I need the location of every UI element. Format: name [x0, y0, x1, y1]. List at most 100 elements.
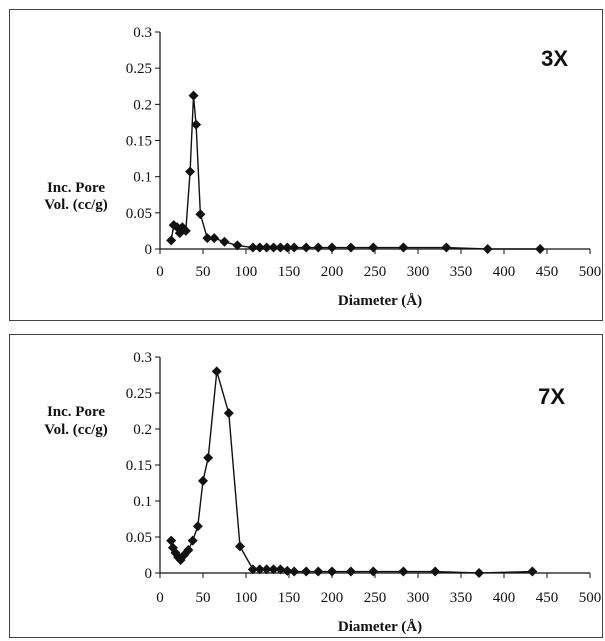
- data-point: [203, 452, 214, 463]
- x-axis-label: Diameter (Å): [338, 293, 422, 309]
- data-point: [166, 535, 177, 546]
- x-tick-label: 100: [235, 264, 258, 280]
- x-tick-label: 200: [321, 590, 344, 606]
- data-point: [441, 242, 452, 253]
- x-tick-label: 300: [407, 264, 430, 280]
- x-tick-label: 0: [156, 590, 164, 606]
- data-point: [223, 408, 234, 419]
- data-point: [313, 566, 324, 577]
- data-point: [209, 233, 220, 244]
- data-point: [254, 564, 265, 575]
- x-tick-label: 100: [235, 590, 258, 606]
- x-tick-label: 400: [493, 264, 516, 280]
- data-point: [327, 566, 337, 577]
- y-tick-label: 0: [145, 242, 153, 258]
- data-point: [527, 566, 538, 577]
- y-axis-label-line1: Inc. Pore: [47, 404, 105, 420]
- chart-panel-7x: [9, 334, 603, 638]
- y-axis-label-line2: Vol. (cc/g): [44, 197, 108, 213]
- data-point: [482, 244, 493, 254]
- data-point: [430, 566, 441, 577]
- chart-panel-3x: [9, 9, 603, 321]
- data-point: [345, 242, 356, 253]
- x-tick-label: 450: [536, 264, 559, 280]
- data-point: [202, 233, 213, 244]
- x-tick-label: 200: [321, 264, 344, 280]
- data-point: [282, 565, 293, 576]
- x-tick-label: 250: [364, 590, 387, 606]
- data-point: [219, 236, 230, 247]
- data-point: [180, 225, 191, 236]
- data-point: [187, 535, 198, 546]
- data-point: [275, 242, 286, 253]
- data-point: [198, 475, 208, 486]
- x-tick-label: 500: [579, 590, 602, 606]
- data-point: [275, 564, 286, 575]
- x-tick-label: 250: [364, 264, 387, 280]
- y-tick-label: 0.25: [126, 386, 152, 402]
- x-tick-label: 150: [278, 264, 301, 280]
- x-tick-label: 350: [450, 590, 473, 606]
- y-axis-label-line2: Vol. (cc/g): [44, 422, 108, 438]
- y-tick-label: 0.1: [133, 494, 152, 510]
- data-point: [268, 564, 279, 575]
- data-point: [535, 244, 546, 254]
- y-tick-label: 0.3: [133, 350, 152, 366]
- data-point: [191, 119, 202, 130]
- data-point: [192, 521, 203, 532]
- series-line: [170, 95, 541, 250]
- data-point: [232, 240, 243, 251]
- data-point: [188, 90, 199, 101]
- data-point: [247, 564, 258, 575]
- data-point: [234, 541, 245, 552]
- data-point: [368, 242, 379, 253]
- data-point: [289, 566, 300, 577]
- series-line: [170, 371, 533, 574]
- data-point: [166, 235, 177, 246]
- x-tick-label: 450: [536, 590, 559, 606]
- x-tick-label: 50: [196, 590, 211, 606]
- data-point: [301, 566, 312, 577]
- data-point: [268, 242, 279, 253]
- y-tick-label: 0.05: [126, 206, 152, 222]
- sample-label: 3X: [541, 46, 568, 71]
- y-tick-label: 0.15: [126, 458, 152, 474]
- chart-7x: 0 0.05 0.1 0.15 0.2 0.25 0.3 0 50 100 150 200 250 300…: [44, 350, 601, 635]
- data-point: [195, 209, 206, 220]
- y-axis-label-line1: Inc. Pore: [47, 180, 105, 196]
- data-point: [313, 242, 324, 253]
- x-tick-label: 300: [407, 590, 430, 606]
- chart-3x: 0 0.05 0.1 0.15 0.2 0.25 0.3 0 50 100 150 200 250 300…: [44, 25, 601, 309]
- data-point: [211, 366, 222, 377]
- y-tick-label: 0.2: [133, 422, 152, 438]
- data-point: [282, 242, 293, 253]
- data-point: [185, 166, 196, 177]
- x-tick-label: 0: [156, 264, 164, 280]
- data-point: [254, 242, 265, 253]
- y-tick-label: 0.25: [126, 61, 152, 77]
- data-point: [327, 242, 337, 253]
- y-tick-label: 0: [145, 566, 153, 582]
- data-point: [474, 568, 485, 578]
- data-point: [398, 566, 409, 577]
- y-tick-label: 0.1: [133, 170, 152, 186]
- data-point: [247, 242, 258, 253]
- x-axis-label: Diameter (Å): [338, 619, 422, 635]
- data-point: [183, 544, 194, 555]
- x-tick-label: 150: [278, 590, 301, 606]
- data-point: [289, 242, 300, 253]
- x-tick-label: 500: [579, 264, 602, 280]
- x-tick-label: 350: [450, 264, 473, 280]
- data-point: [345, 566, 356, 577]
- y-tick-label: 0.15: [126, 134, 152, 150]
- sample-label: 7X: [538, 384, 565, 409]
- y-tick-label: 0.2: [133, 97, 152, 113]
- data-point: [301, 242, 312, 253]
- y-tick-label: 0.3: [133, 25, 152, 41]
- data-point: [368, 566, 379, 577]
- data-point: [398, 242, 409, 253]
- data-point: [261, 564, 272, 575]
- y-tick-label: 0.05: [126, 530, 152, 546]
- x-tick-label: 50: [196, 264, 211, 280]
